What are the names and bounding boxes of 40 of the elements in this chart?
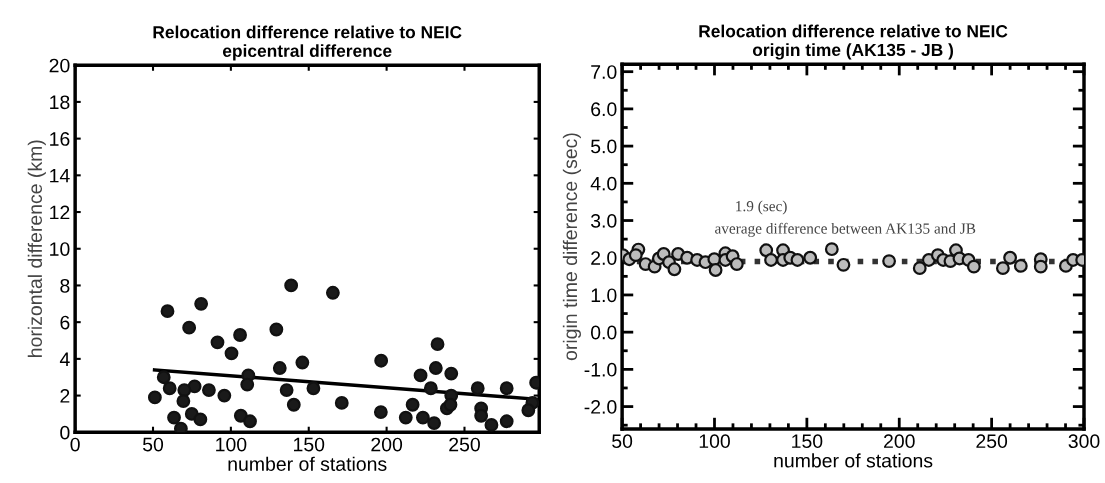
x-tick-label: 200 bbox=[371, 437, 403, 452]
x-tick-label: 150 bbox=[294, 437, 325, 452]
x-tick-label: 0 bbox=[70, 437, 80, 452]
y-tick-label: 7.0 bbox=[591, 65, 617, 79]
y-tick-label: 5.0 bbox=[591, 139, 617, 154]
y-tick-label: 16 bbox=[50, 132, 70, 146]
y-tick-label: 2.0 bbox=[591, 251, 617, 265]
x-tick-label: 150 bbox=[792, 434, 823, 449]
ref-line-label: 1.9 (sec) bbox=[736, 200, 787, 215]
y-tick-label: 4 bbox=[59, 352, 70, 366]
y-tick-label: -2.0 bbox=[584, 400, 617, 414]
y-axis-title: origin time difference (sec) bbox=[562, 133, 581, 361]
y-axis-title: horizontal difference (km) bbox=[27, 140, 46, 357]
y-tick-label: 20 bbox=[49, 58, 70, 73]
x-tick-label: 50 bbox=[142, 437, 164, 452]
chart-title: Relocation difference relative to NEIC epicentral difference bbox=[153, 25, 462, 61]
chart-title: Relocation difference relative to NEIC origin time (AK135 - JB ) bbox=[699, 24, 1008, 60]
y-tick-label: 14 bbox=[50, 169, 70, 183]
y-tick-label: 1.0 bbox=[591, 288, 617, 303]
y-tick-label: 0.0 bbox=[590, 325, 617, 340]
y-tick-label: 3.0 bbox=[590, 213, 617, 228]
y-tick-label: 4.0 bbox=[590, 176, 617, 191]
y-tick-label: 10 bbox=[50, 242, 70, 256]
x-axis-title: number of stations bbox=[774, 453, 933, 468]
y-tick-label: 2 bbox=[60, 389, 70, 403]
x-tick-label: 250 bbox=[976, 434, 1008, 449]
x-tick-label: 100 bbox=[216, 437, 247, 452]
x-axis-title: number of stations bbox=[228, 456, 387, 471]
y-tick-label: 6.0 bbox=[591, 102, 617, 117]
x-tick-label: 50 bbox=[612, 434, 633, 449]
x-tick-label: 100 bbox=[699, 434, 730, 449]
x-tick-label: 250 bbox=[449, 437, 480, 452]
y-tick-label: 8 bbox=[60, 278, 70, 293]
annotation: average difference between AK135 and JB bbox=[715, 222, 976, 237]
y-tick-label: 12 bbox=[50, 205, 70, 220]
y-tick-label: -1.0 bbox=[584, 362, 617, 377]
x-tick-label: 200 bbox=[884, 434, 915, 449]
y-tick-label: 6 bbox=[60, 315, 70, 330]
y-tick-label: 18 bbox=[50, 95, 70, 110]
x-tick-label: 300 bbox=[1068, 434, 1100, 449]
